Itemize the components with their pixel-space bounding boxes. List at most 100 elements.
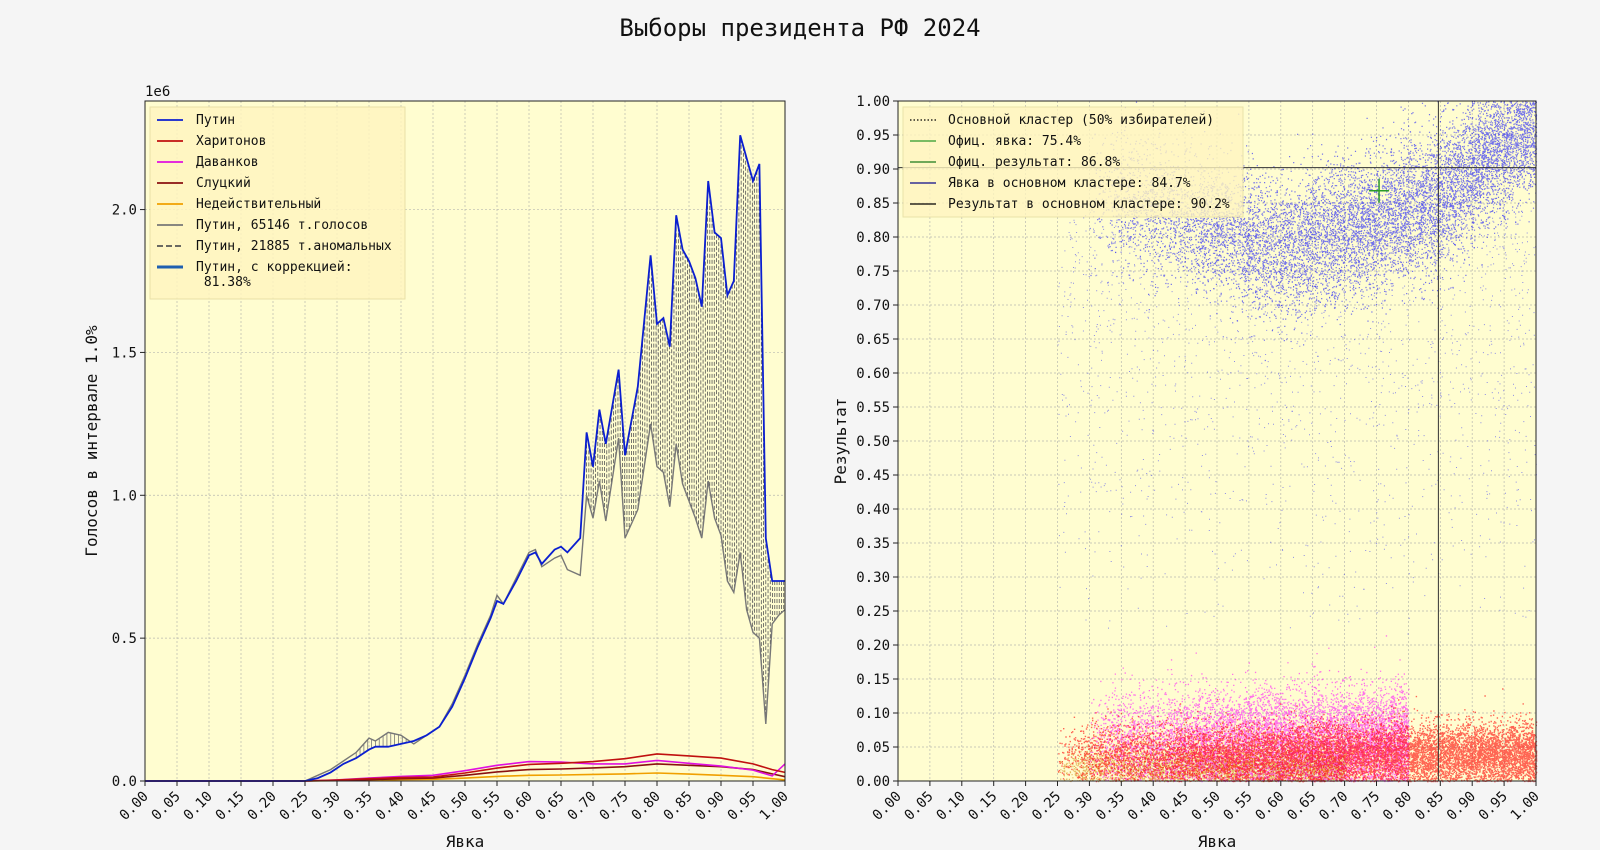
left-series-lines: [145, 135, 786, 782]
r-y-tick-label: 1.00: [856, 94, 890, 110]
left-legend-label: Путин, 21885 т.аномальных: [196, 239, 392, 254]
l-x-tick-label: 0.55: [469, 789, 504, 824]
r-y-tick-label: 0.75: [856, 264, 890, 280]
l-x-tick-label: 0.00: [117, 789, 152, 824]
left-legend: Путин Харитонов Даванков Слуцкий Недействите…: [149, 106, 406, 300]
left-legend-label: Путин: [196, 113, 235, 128]
left-legend-label: Харитонов: [196, 134, 266, 149]
l-y-tick-label: 2.0: [112, 203, 137, 219]
r-x-tick-label: 0.15: [965, 789, 1000, 824]
l-x-tick-label: 0.25: [277, 789, 312, 824]
r-x-tick-label: 0.30: [1061, 789, 1096, 824]
l-x-tick-label: 0.75: [597, 789, 632, 824]
right-x-ticks: 0.000.050.100.150.200.250.300.350.400.45…: [870, 781, 1543, 824]
series-line-0: [145, 135, 785, 782]
left-legend-box: [149, 106, 406, 300]
right-y-axis-label: Результат: [831, 398, 850, 485]
r-x-tick-label: 0.80: [1380, 789, 1415, 824]
l-x-tick-label: 0.20: [245, 789, 280, 824]
r-y-tick-label: 0.30: [856, 570, 890, 586]
l-x-tick-label: 0.40: [373, 789, 408, 824]
left-anomalous-hatch: [355, 138, 785, 759]
series-line-5: [145, 423, 786, 782]
right-legend-label: Результат в основном кластере: 90.2%: [948, 197, 1230, 212]
left-x-axis-label: Явка: [446, 832, 485, 850]
left-legend-label: Путин, 65146 т.голосов: [196, 218, 368, 233]
l-x-tick-label: 0.45: [405, 789, 440, 824]
r-x-tick-label: 0.50: [1189, 789, 1224, 824]
l-x-tick-label: 0.15: [213, 789, 248, 824]
r-y-tick-label: 0.90: [856, 162, 890, 178]
right-legend-label: Офиц. результат: 86.8%: [948, 155, 1120, 170]
r-y-tick-label: 0.45: [856, 468, 890, 484]
r-x-tick-label: 0.60: [1252, 789, 1287, 824]
l-x-tick-label: 0.85: [661, 789, 696, 824]
r-y-tick-label: 0.60: [856, 366, 890, 382]
right-scatter-points: [1057, 101, 1538, 783]
r-x-tick-label: 0.10: [933, 789, 968, 824]
l-x-tick-label: 0.90: [693, 789, 728, 824]
right-legend-box: [902, 106, 1244, 218]
right-legend: Основной кластер (50% избирателей) Офиц. …: [902, 106, 1244, 218]
r-y-tick-label: 0.05: [856, 740, 890, 756]
r-x-tick-label: 0.05: [902, 789, 937, 824]
left-y-ticks: 0.0 0.5 1.0 1.5 2.0: [112, 203, 145, 790]
r-x-tick-label: 0.25: [1029, 789, 1064, 824]
r-y-tick-label: 0.55: [856, 400, 890, 416]
r-x-tick-label: 0.95: [1476, 789, 1511, 824]
l-y-tick-label: 0.5: [112, 631, 137, 647]
series-line-1: [145, 753, 786, 782]
r-x-tick-label: 0.70: [1316, 789, 1351, 824]
l-x-tick-label: 0.50: [437, 789, 472, 824]
right-x-axis-label: Явка: [1198, 832, 1237, 850]
r-y-tick-label: 0.50: [856, 434, 890, 450]
r-y-tick-label: 0.15: [856, 672, 890, 688]
scatter-points-Путин: [1089, 101, 1538, 412]
left-y-axis-label: Голосов в интервале 1.0%: [82, 325, 101, 557]
left-legend-label: Недействительный: [196, 197, 321, 212]
right-chart: 0.000.050.100.150.200.250.300.350.400.45…: [831, 94, 1543, 850]
right-legend-label: Офиц. явка: 75.4%: [948, 134, 1081, 149]
r-y-tick-label: 0.20: [856, 638, 890, 654]
scatter-points-Даванков: [1089, 635, 1410, 783]
r-x-tick-label: 0.75: [1348, 789, 1383, 824]
right-legend-label: Явка в основном кластере: 84.7%: [948, 176, 1191, 191]
r-y-tick-label: 0.00: [856, 774, 890, 790]
l-x-tick-label: 0.35: [341, 789, 376, 824]
l-x-tick-label: 0.95: [725, 789, 760, 824]
r-y-tick-label: 0.40: [856, 502, 890, 518]
left-legend-label: Слуцкий: [196, 176, 251, 191]
l-x-tick-label: 0.65: [533, 789, 568, 824]
r-x-tick-label: 0.90: [1444, 789, 1479, 824]
l-x-tick-label: 0.80: [629, 789, 664, 824]
right-y-ticks: 0.00 0.05 0.10 0.15 0.20 0.25 0.30 0.35 0.40 0.45…: [856, 94, 898, 790]
l-x-tick-label: 0.70: [565, 789, 600, 824]
r-y-tick-label: 0.65: [856, 332, 890, 348]
left-chart: 0.000.050.100.150.200.250.300.350.400.45…: [82, 84, 792, 850]
r-x-tick-label: 0.85: [1412, 789, 1447, 824]
left-x-ticks: 0.000.050.100.150.200.250.300.350.400.45…: [117, 781, 792, 824]
figure-title: Выборы президента РФ 2024: [619, 14, 980, 42]
r-y-tick-label: 0.70: [856, 298, 890, 314]
scatter-points-Харитонов: [1057, 688, 1538, 783]
r-y-tick-label: 0.95: [856, 128, 890, 144]
left-legend-label: Даванков: [196, 155, 259, 170]
l-x-tick-label: 0.60: [501, 789, 536, 824]
l-x-tick-label: 0.30: [309, 789, 344, 824]
l-y-tick-label: 0.0: [112, 774, 137, 790]
r-y-tick-label: 0.85: [856, 196, 890, 212]
r-x-tick-label: 0.65: [1284, 789, 1319, 824]
left-y-offset-label: 1e6: [145, 84, 170, 100]
left-legend-label: 81.38%: [196, 275, 251, 290]
r-y-tick-label: 0.35: [856, 536, 890, 552]
l-x-tick-label: 1.00: [757, 789, 792, 824]
l-y-tick-label: 1.5: [112, 345, 137, 361]
r-x-tick-label: 0.40: [1125, 789, 1160, 824]
r-x-tick-label: 0.55: [1221, 789, 1256, 824]
r-y-tick-label: 0.10: [856, 706, 890, 722]
left-legend-label: Путин, с коррекцией:: [196, 260, 353, 275]
r-x-tick-label: 0.00: [870, 789, 905, 824]
r-x-tick-label: 1.00: [1508, 789, 1543, 824]
l-y-tick-label: 1.0: [112, 488, 137, 504]
